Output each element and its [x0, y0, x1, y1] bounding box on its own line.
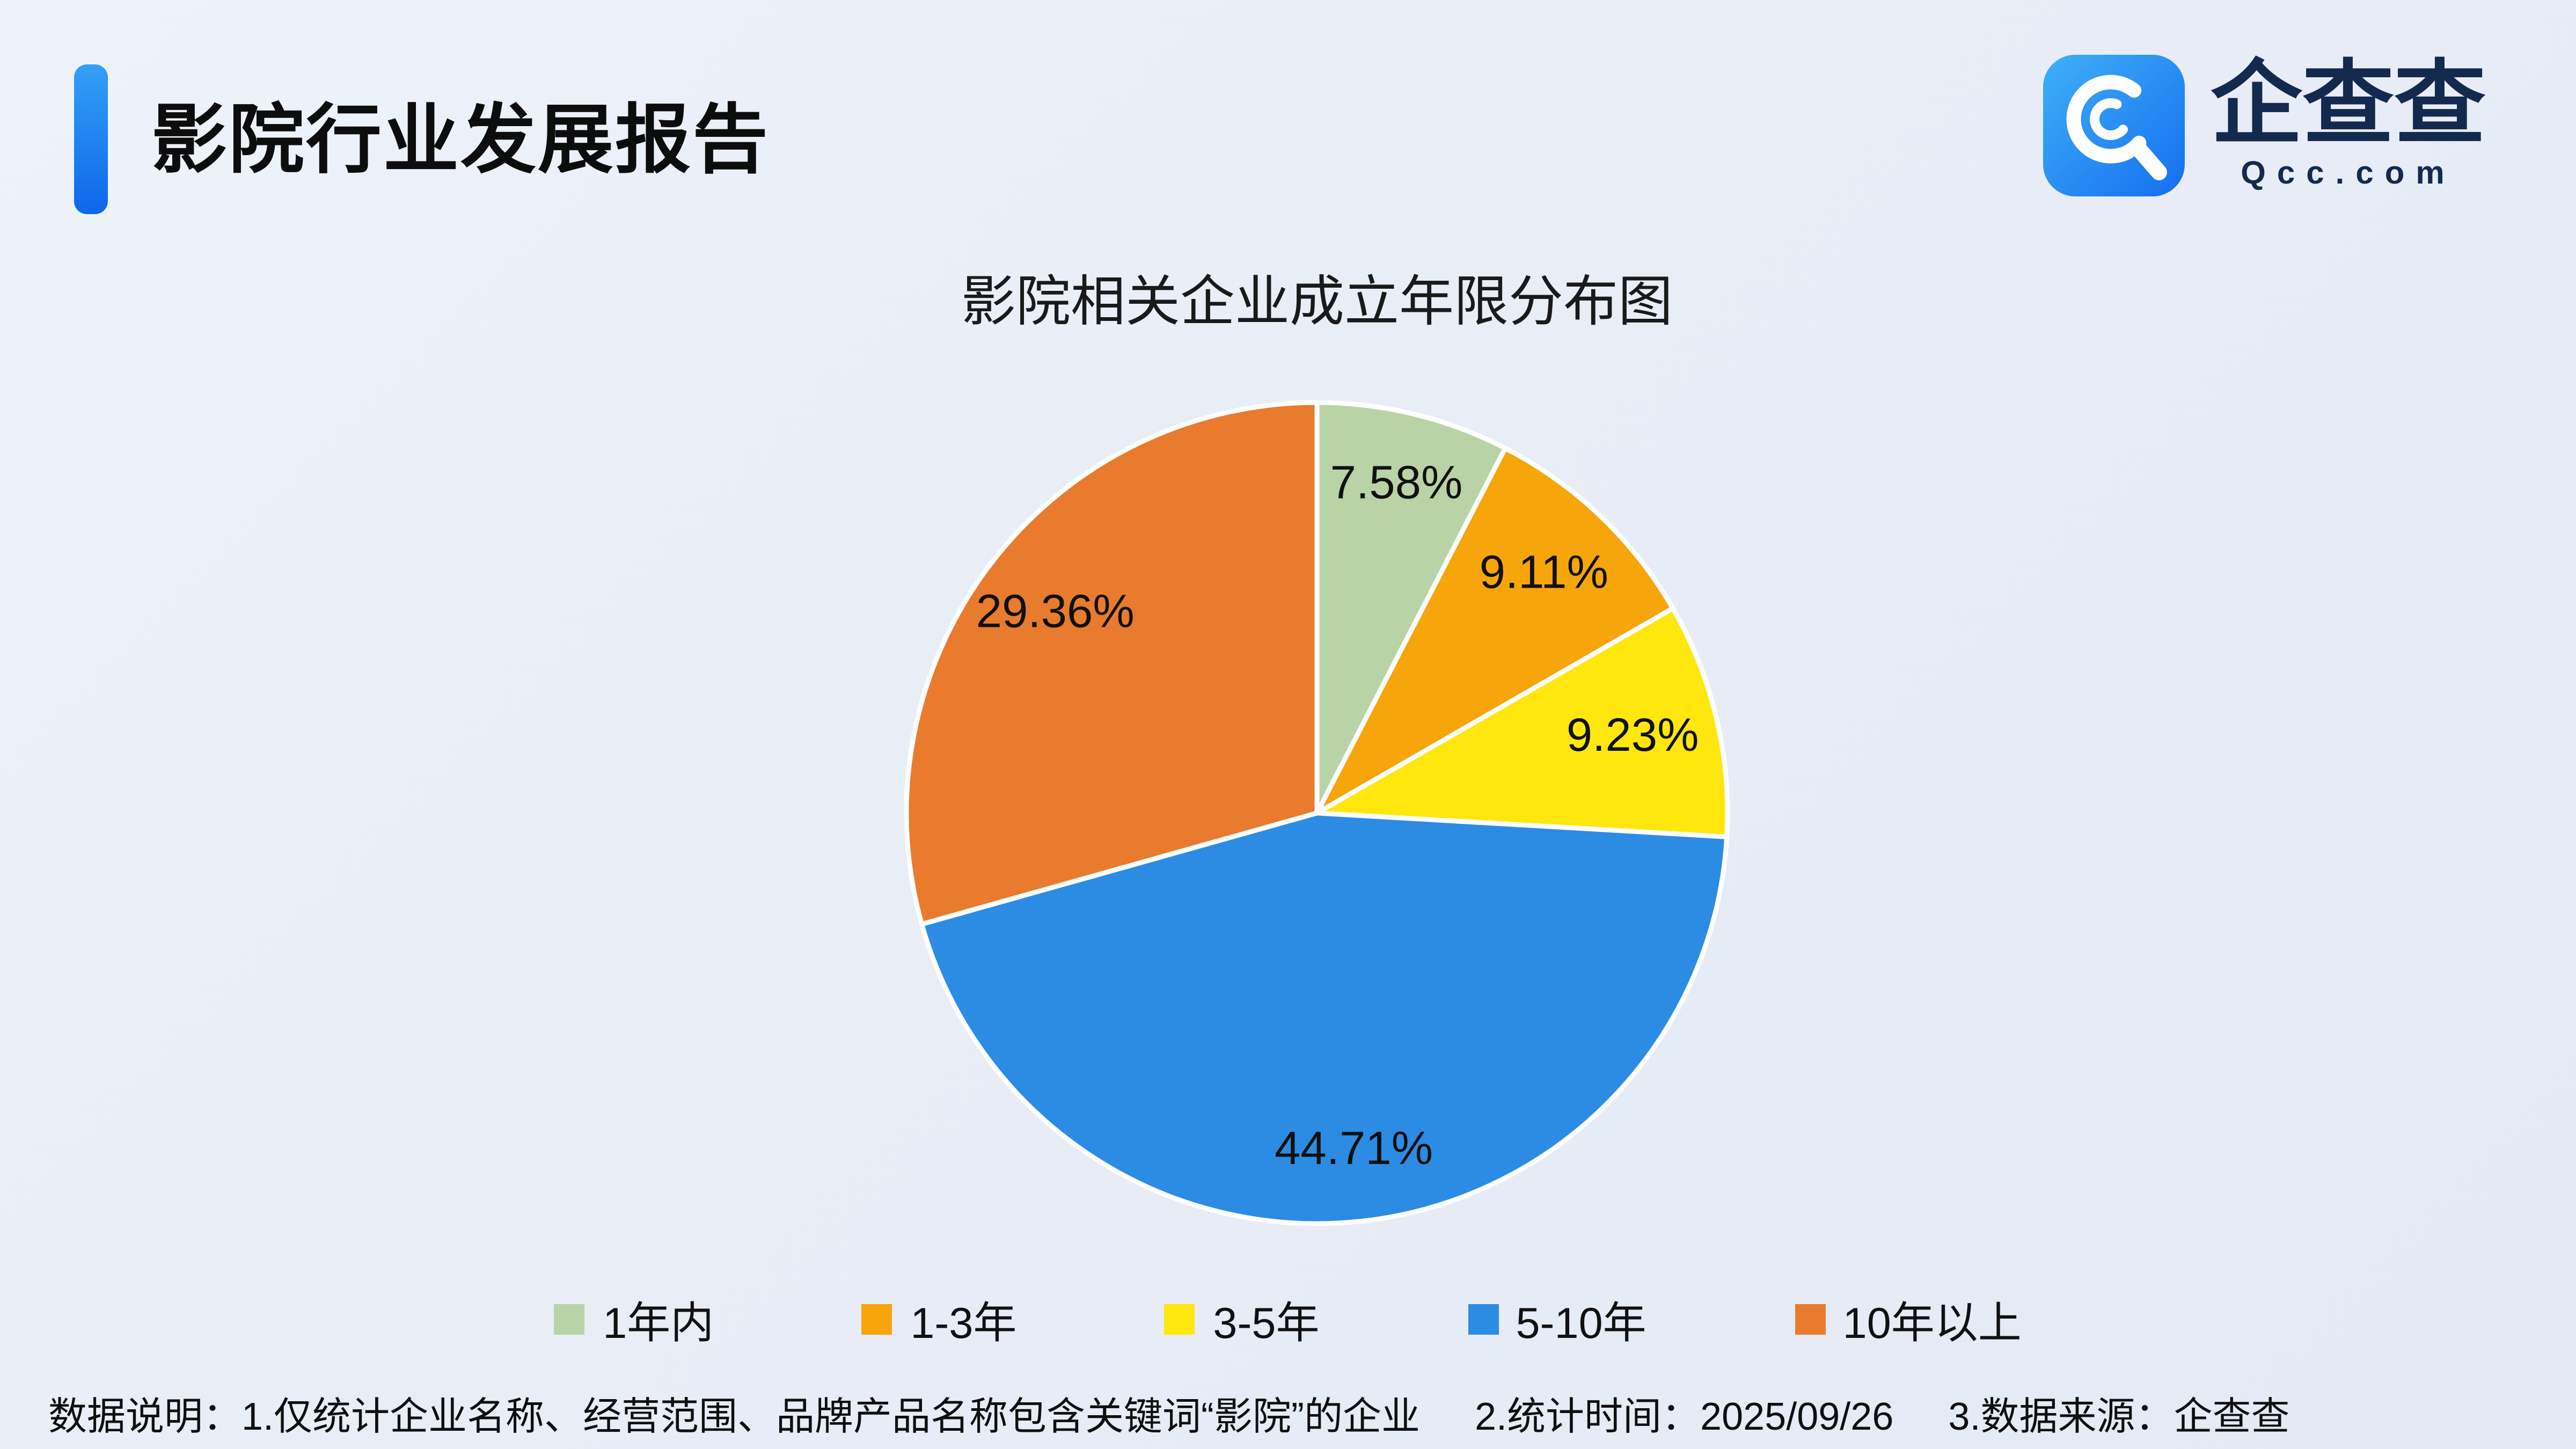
pie-slice-10年以上: [904, 400, 1320, 927]
qcc-logo-domain: Qcc.com: [2241, 157, 2456, 193]
pie-label-5-10年: 44.71%: [1275, 1122, 1433, 1174]
qcc-logo: 企查查 Qcc.com: [2043, 55, 2486, 196]
legend-swatch-icon: [1467, 1304, 1498, 1335]
legend-label: 5-10年: [1516, 1299, 1646, 1348]
legend-label: 1年内: [603, 1299, 714, 1348]
legend-swatch-icon: [1794, 1304, 1825, 1335]
legend-label: 10年以上: [1842, 1299, 2022, 1348]
footer-note-part: 数据说明：1.仅统计企业名称、经营范围、品牌产品名称包含关键词“影院”的企业: [48, 1396, 1420, 1439]
footer-note-part: 2.统计时间：2025/09/26: [1475, 1396, 1894, 1439]
chart-legend: 1年内 1-3年 3-5年 5-10年 10年以上: [0, 1288, 2576, 1351]
chart-title: 影院相关企业成立年限分布图: [961, 272, 1673, 333]
title-accent-bar: [74, 64, 108, 214]
qcc-logo-icon: [2043, 55, 2185, 196]
page-title: 影院行业发展报告: [151, 97, 770, 182]
pie-label-1年内: 7.58%: [1330, 456, 1463, 508]
pie-slice-3-5年: [1314, 606, 1730, 839]
legend-item-10年以上: 10年以上: [1794, 1288, 2022, 1351]
qcc-logo-name: 企查查: [2211, 52, 2486, 156]
legend-item-1年内: 1年内: [554, 1288, 714, 1351]
legend-label: 1-3年: [910, 1299, 1017, 1348]
pie-label-3-5年: 9.23%: [1567, 709, 1699, 761]
pie-slice-5-10年: [919, 810, 1730, 1226]
legend-label: 3-5年: [1213, 1299, 1320, 1348]
pie-label-10年以上: 29.36%: [976, 585, 1135, 637]
legend-swatch-icon: [1165, 1304, 1196, 1335]
pie-slice-1-3年: [1314, 445, 1675, 816]
qcc-logo-text: 企查查 Qcc.com: [2211, 52, 2486, 194]
footer-note-part: 3.数据来源：企查查: [1948, 1396, 2290, 1439]
footer-note: 数据说明：1.仅统计企业名称、经营范围、品牌产品名称包含关键词“影院”的企业 2.…: [48, 1385, 2560, 1441]
pie-label-1-3年: 9.11%: [1480, 546, 1608, 598]
legend-item-3-5年: 3-5年: [1165, 1288, 1320, 1351]
legend-swatch-icon: [862, 1304, 893, 1335]
legend-swatch-icon: [554, 1304, 586, 1335]
legend-item-5-10年: 5-10年: [1467, 1288, 1646, 1351]
pie-slice-1年内: [1314, 400, 1508, 816]
legend-item-1-3年: 1-3年: [862, 1288, 1016, 1351]
